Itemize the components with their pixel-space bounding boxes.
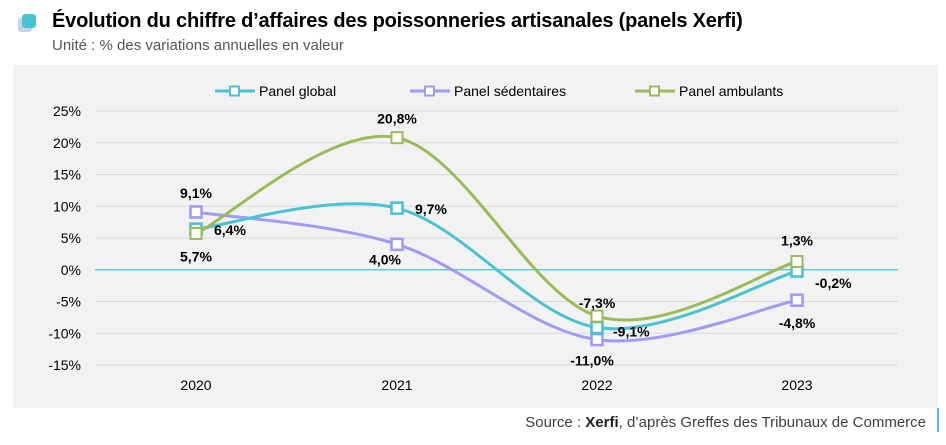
- y-tick-label: 5%: [61, 230, 81, 246]
- chart-subtitle: Unité : % des variations annuelles en va…: [52, 37, 344, 54]
- data-point-marker: [790, 293, 804, 308]
- series-line-0: [194, 202, 799, 331]
- data-point-marker: [390, 237, 404, 252]
- data-labels: 6,4% 9,7% -9,1% -0,2% 9,1% 4,0% -11,0% -4,8% 5,7…: [180, 111, 852, 369]
- y-tick-label: -10%: [48, 325, 81, 341]
- data-label: 9,1%: [180, 185, 212, 201]
- data-label: 1,3%: [781, 232, 813, 248]
- y-tick-label: -5%: [56, 294, 81, 310]
- legend-item: Panel ambulants: [635, 83, 783, 99]
- legend-item: Panel global: [215, 83, 336, 99]
- data-label: -9,1%: [613, 324, 650, 340]
- y-axis-tick-labels: 25% 20% 15% 10% 5% 0% -5% -10% -15%: [48, 103, 81, 373]
- series-lines: [194, 134, 799, 343]
- series-line-2: [194, 134, 799, 322]
- legend-marker: [229, 85, 240, 97]
- y-tick-label: 25%: [53, 103, 81, 119]
- y-tick-label: 10%: [53, 198, 81, 214]
- data-point-marker: [590, 332, 604, 347]
- gridlines: [95, 110, 898, 366]
- data-label: 9,7%: [415, 201, 447, 217]
- legend-marker: [649, 85, 660, 97]
- y-tick-label: 20%: [53, 135, 81, 151]
- x-tick-label: 2021: [381, 377, 412, 393]
- legend: Panel global Panel sédentaires Panel ambul…: [215, 83, 783, 99]
- y-tick-label: 0%: [61, 262, 81, 278]
- legend-label: Panel ambulants: [679, 83, 783, 99]
- x-axis-tick-labels: 2020 2021 2022 2023: [180, 377, 812, 393]
- source-suffix: , d’après Greffes des Tribunaux de Comme…: [618, 414, 926, 431]
- data-point-marker: [189, 227, 203, 241]
- source-brand: Xerfi: [585, 414, 619, 431]
- series-line-1: [194, 210, 799, 343]
- data-label: 6,4%: [214, 222, 246, 238]
- data-label: -11,0%: [570, 353, 614, 369]
- y-tick-label: 15%: [53, 167, 81, 183]
- data-label: 4,0%: [369, 251, 401, 267]
- x-tick-label: 2020: [180, 377, 211, 393]
- legend-label: Panel global: [259, 83, 336, 99]
- source-prefix: Source :: [525, 414, 586, 431]
- stacked-squares-icon: [18, 12, 40, 34]
- data-label: -4,8%: [779, 315, 816, 331]
- data-point-marker: [790, 254, 804, 268]
- data-label: -0,2%: [815, 275, 852, 291]
- source-note: Source : Xerfi, d’après Greffes des Trib…: [525, 414, 926, 431]
- legend-label: Panel sédentaires: [454, 83, 566, 99]
- data-point-marker: [390, 201, 404, 215]
- legend-item: Panel sédentaires: [410, 83, 566, 99]
- data-point-marker: [189, 205, 203, 219]
- y-tick-label: -15%: [48, 357, 81, 373]
- data-point-marker: [590, 309, 604, 323]
- x-tick-label: 2023: [781, 377, 812, 393]
- legend-marker: [424, 85, 435, 97]
- data-point-marker: [590, 320, 604, 335]
- data-point-marker: [390, 131, 404, 145]
- chart-title: Évolution du chiffre d’affaires des pois…: [52, 10, 743, 32]
- source-accent-bar: [937, 408, 939, 432]
- x-tick-label: 2022: [581, 377, 612, 393]
- data-label: 5,7%: [180, 249, 212, 265]
- data-label: 20,8%: [377, 111, 417, 127]
- data-label: -7,3%: [579, 295, 616, 311]
- chart-panel: [13, 65, 938, 408]
- series-markers: [189, 131, 804, 347]
